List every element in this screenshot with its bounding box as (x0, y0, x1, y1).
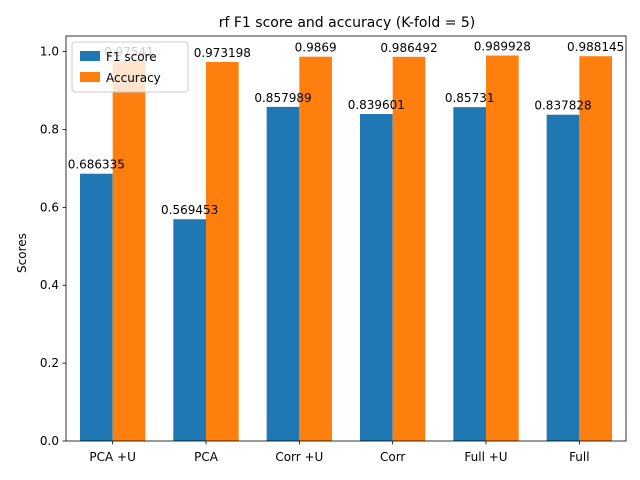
x-tick-label: Corr (380, 450, 405, 464)
y-tick-label: 0.8 (40, 122, 59, 136)
chart-title: rf F1 score and accuracy (K-fold = 5) (219, 15, 476, 31)
x-tick-label: Full +U (464, 450, 507, 464)
f1-score-bar (360, 114, 393, 442)
f1-score-data-label: 0.857989 (254, 91, 311, 105)
plot-frame (65, 35, 627, 442)
x-tick-label: Full (569, 450, 590, 464)
accuracy-bar (579, 56, 612, 441)
x-tick-label: PCA +U (89, 450, 135, 464)
f1-score-data-label: 0.839601 (348, 98, 405, 112)
y-axis: 0.0 0.2 0.4 0.6 0.8 1.0 (40, 45, 66, 448)
f1-score-bar (266, 106, 300, 442)
f1-score-data-label: 0.686335 (68, 158, 125, 172)
legend-label-f1-score: F1 score (106, 50, 157, 64)
legend-label-accuracy: Accuracy (106, 71, 161, 85)
accuracy-bar (392, 56, 426, 441)
accuracy-bar (486, 55, 519, 441)
accuracy-data-label: 0.986492 (380, 41, 437, 55)
f1-score-bar (546, 114, 580, 442)
legend-swatch-f1-score (80, 51, 100, 61)
f1-score-data-label: 0.837828 (534, 99, 591, 113)
legend: F1 score Accuracy (71, 41, 189, 93)
accuracy-data-label: 0.9869 (295, 41, 337, 55)
legend-box (71, 41, 189, 93)
accuracy-bar (206, 62, 239, 441)
f1-score-bar (453, 107, 486, 441)
y-tick-label: 0.2 (40, 356, 59, 370)
legend-swatch-accuracy (80, 72, 100, 82)
f1-score-data-label: 0.85731 (445, 91, 495, 105)
accuracy-bar (112, 61, 146, 442)
y-axis-label: Scores (15, 233, 29, 273)
y-tick-label: 0.6 (40, 200, 59, 214)
accuracy-data-label: 0.989928 (474, 39, 531, 53)
bars-layer (80, 55, 612, 442)
y-tick-label: 1.0 (40, 45, 59, 59)
y-tick-label: 0.4 (40, 278, 59, 292)
accuracy-bar (299, 56, 332, 441)
accuracy-data-label: 0.973198 (194, 46, 251, 60)
x-axis: PCA +U PCA Corr +U Corr Full +U Full (89, 441, 590, 464)
f1-score-data-label: 0.569453 (161, 203, 218, 217)
f1-score-bar (173, 219, 206, 441)
x-tick-label: PCA (194, 450, 219, 464)
f1-score-bar (80, 173, 113, 441)
y-tick-label: 0.0 (40, 434, 59, 448)
accuracy-data-label: 0.988145 (567, 40, 624, 54)
x-tick-label: Corr +U (275, 450, 323, 464)
